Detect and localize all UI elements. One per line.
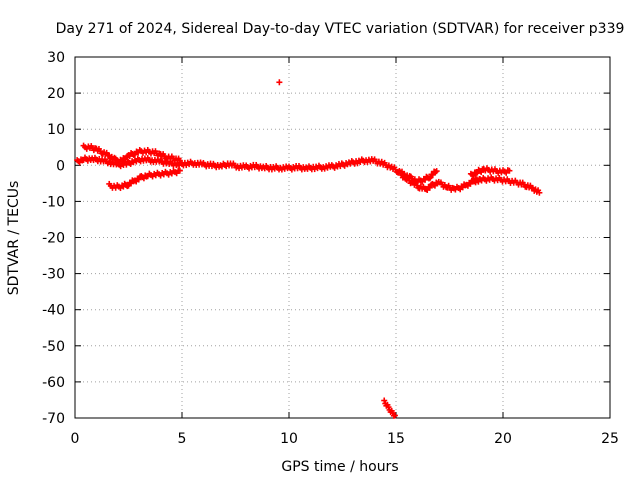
x-tick-label: 20: [494, 431, 512, 447]
data-points: [74, 79, 543, 419]
x-axis-label: GPS time / hours: [281, 459, 398, 475]
x-tick-label: 10: [280, 431, 298, 447]
x-tick-label: 0: [71, 431, 80, 447]
x-tick-label: 15: [387, 431, 405, 447]
y-tick-label: -20: [42, 231, 65, 247]
data-point: [276, 79, 283, 86]
data-point: [426, 184, 433, 191]
data-point: [433, 168, 440, 175]
y-tick-label: 0: [56, 158, 65, 174]
data-point: [385, 404, 392, 411]
y-tick-label: -70: [42, 411, 65, 427]
data-point: [381, 397, 388, 404]
grid-lines: [75, 57, 610, 418]
y-tick-label: -50: [42, 339, 65, 355]
axes: [74, 56, 611, 419]
y-tick-label: -40: [42, 303, 65, 319]
y-tick-label: 10: [47, 122, 65, 138]
data-point: [391, 412, 398, 419]
data-point: [506, 167, 513, 174]
y-tick-label: -30: [42, 267, 65, 283]
x-tick-labels: 0 5 10 15 20 25: [71, 431, 619, 447]
y-tick-label: -60: [42, 375, 65, 391]
chart-title: Day 271 of 2024, Sidereal Day-to-day VTE…: [56, 21, 625, 37]
data-point: [176, 167, 183, 174]
y-tick-label: 20: [47, 86, 65, 102]
y-tick-labels: 30 20 10 0 -10 -20 -30 -40 -50 -60 -70: [42, 50, 65, 427]
data-point: [536, 189, 543, 196]
y-tick-label: 30: [47, 50, 65, 66]
x-tick-label: 25: [601, 431, 619, 447]
x-tick-label: 5: [178, 431, 187, 447]
y-tick-label: -10: [42, 194, 65, 210]
y-axis-label: SDTVAR / TECUs: [6, 181, 22, 296]
